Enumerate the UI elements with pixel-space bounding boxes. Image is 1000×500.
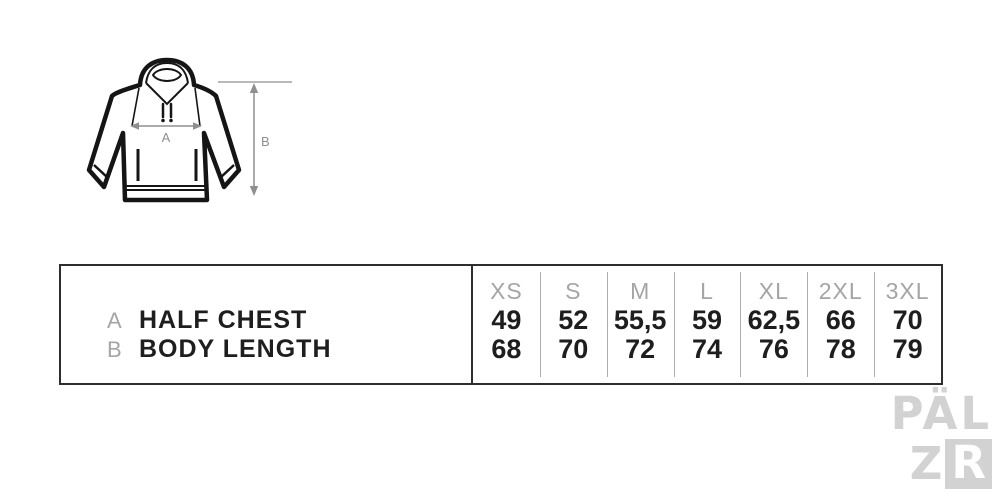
pocket-lines	[136, 149, 198, 181]
body-length-value: 76	[758, 334, 789, 364]
hoodie-outline	[86, 57, 242, 203]
size-column-xl: XL 62,5 76	[740, 266, 807, 383]
body-length-label: BODY LENGTH	[139, 335, 332, 363]
hood-opening	[151, 68, 183, 82]
hoodie-diagram: A B	[86, 57, 292, 203]
row-body-length-label: B BODY LENGTH	[107, 335, 471, 364]
half-chest-value: 49	[491, 305, 522, 335]
size-header: XS	[490, 278, 523, 304]
hood-inner-line	[145, 61, 189, 84]
brand-logo-line2: Z R	[891, 439, 992, 489]
measure-key-a: A	[107, 307, 123, 333]
half-chest-label: HALF CHEST	[139, 306, 308, 334]
body-length-value: 68	[491, 334, 522, 364]
measure-a-arrow	[130, 122, 202, 130]
size-header: XL	[758, 278, 789, 304]
brand-logo-line1: PÄL	[890, 387, 992, 440]
size-column-m: M 55,5 72	[606, 266, 674, 383]
size-column-3xl: 3XL 70 79	[874, 266, 941, 383]
size-header: S	[565, 278, 582, 304]
measure-key-b: B	[107, 336, 123, 362]
size-header: M	[630, 278, 651, 304]
brand-logo-r-box: R	[945, 439, 992, 489]
body-length-value: 78	[825, 334, 856, 364]
measure-b-label: B	[261, 134, 270, 149]
column-divider	[673, 272, 675, 377]
size-column-l: L 59 74	[673, 266, 741, 383]
size-column-s: S 52 70	[539, 266, 607, 383]
row-half-chest-label: A HALF CHEST	[107, 306, 471, 335]
column-divider	[606, 272, 608, 377]
half-chest-value: 52	[558, 305, 589, 335]
hem-band-lines	[125, 185, 207, 191]
half-chest-value: 70	[892, 305, 923, 335]
half-chest-value: 55,5	[613, 305, 667, 335]
brand-logo: PÄL Z R	[891, 389, 992, 489]
column-divider	[874, 272, 876, 377]
column-divider	[807, 272, 809, 377]
body-length-value: 72	[625, 334, 656, 364]
body-length-value: 70	[558, 334, 589, 364]
size-header: L	[700, 278, 714, 304]
half-chest-value: 59	[691, 305, 723, 335]
raglan-seams	[131, 87, 201, 127]
half-chest-value: 62,5	[747, 305, 801, 335]
body-length-value: 79	[892, 334, 923, 364]
size-column-2xl: 2XL 66 78	[807, 266, 874, 383]
half-chest-value: 66	[825, 305, 856, 335]
size-header: 2XL	[818, 278, 863, 304]
column-divider	[740, 272, 742, 377]
measure-b-arrow	[218, 81, 292, 196]
brand-logo-z: Z	[909, 437, 943, 490]
body-length-value: 74	[691, 334, 723, 364]
size-chart-table: A HALF CHEST B BODY LENGTH XS 49 68 S 52…	[59, 264, 943, 385]
hood-vneck-line	[145, 82, 189, 106]
size-column-xs: XS 49 68	[473, 266, 540, 383]
size-header: 3XL	[885, 278, 930, 304]
drawstrings	[161, 102, 173, 119]
drawstring-tip	[161, 118, 165, 123]
measurement-labels-column: A HALF CHEST B BODY LENGTH	[61, 266, 473, 383]
drawstring-tip	[169, 118, 173, 123]
cuff-lines	[93, 164, 235, 179]
column-divider	[539, 272, 541, 377]
measure-a-label: A	[162, 130, 171, 145]
